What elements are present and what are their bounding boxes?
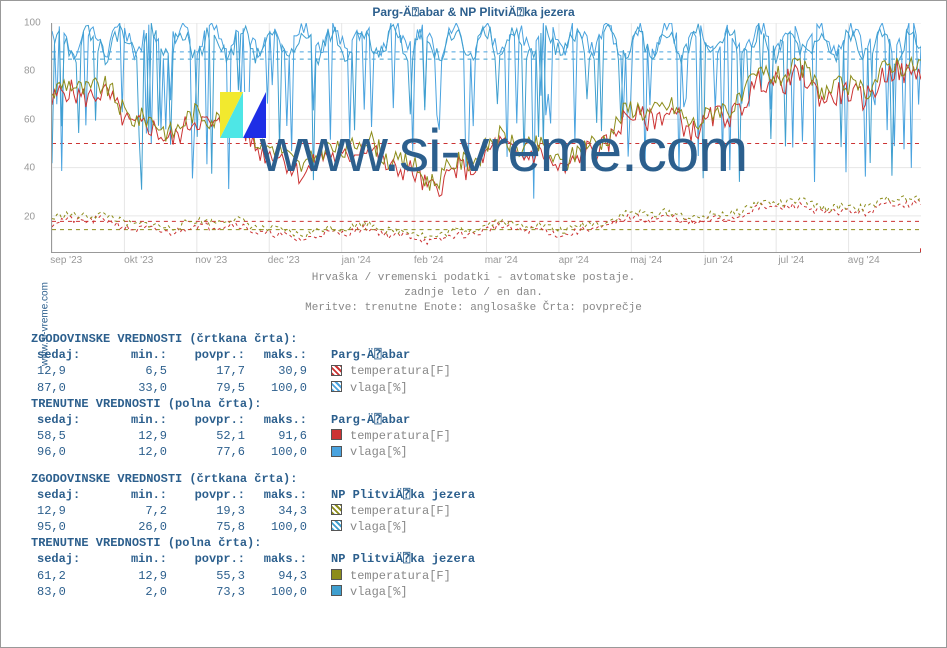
table-row: 87,033,079,5100,0vlaga[%] [31, 380, 475, 396]
x-tick: jun '24 [704, 255, 733, 266]
subtitle-line: Hrvaška / vremenski podatki - avtomatske… [1, 271, 946, 286]
block-label: TRENUTNE VREDNOSTI (polna črta): [31, 535, 475, 551]
station-name: Parg-Ä⍰abar [323, 413, 410, 427]
station-block: ZGODOVINSKE VREDNOSTI (črtkana črta): se… [31, 331, 475, 461]
measure-label: vlaga[%] [342, 585, 408, 599]
y-tick: 20 [24, 211, 35, 222]
x-tick: maj '24 [630, 255, 662, 266]
x-tick: feb '24 [414, 255, 444, 266]
block-label: TRENUTNE VREDNOSTI (polna črta): [31, 396, 475, 412]
table-row: sedaj:min.:povpr.:maks.:NP PlitviÄ⍰ka je… [31, 487, 475, 503]
block-label: ZGODOVINSKE VREDNOSTI (črtkana črta): [31, 471, 475, 487]
chart-title: Parg-Ä⍰abar & NP PlitviÄ⍰ka jezera [1, 5, 946, 20]
table-row: 61,212,955,394,3temperatura[F] [31, 568, 475, 584]
x-tick: apr '24 [559, 255, 589, 266]
table-row: sedaj:min.:povpr.:maks.:NP PlitviÄ⍰ka je… [31, 551, 475, 567]
color-swatch-icon [331, 365, 342, 376]
x-tick: nov '23 [195, 255, 227, 266]
block-label: ZGODOVINSKE VREDNOSTI (črtkana črta): [31, 331, 475, 347]
measure-label: temperatura[F] [342, 429, 451, 443]
measure-label: vlaga[%] [342, 381, 408, 395]
color-swatch-icon [331, 520, 342, 531]
table-row: sedaj:min.:povpr.:maks.:Parg-Ä⍰abar [31, 347, 475, 363]
y-tick: 60 [24, 114, 35, 125]
table-row: sedaj:min.:povpr.:maks.:Parg-Ä⍰abar [31, 412, 475, 428]
x-tick: dec '23 [268, 255, 300, 266]
measure-label: vlaga[%] [342, 520, 408, 534]
color-swatch-icon [331, 381, 342, 392]
measure-label: vlaga[%] [342, 445, 408, 459]
subtitle-line: Meritve: trenutne Enote: anglosaške Črta… [1, 301, 946, 316]
station-name: NP PlitviÄ⍰ka jezera [323, 552, 475, 566]
station-name: NP PlitviÄ⍰ka jezera [323, 488, 475, 502]
y-tick: 100 [24, 18, 41, 29]
x-tick: jan '24 [342, 255, 371, 266]
measure-label: temperatura[F] [342, 364, 451, 378]
x-tick: okt '23 [124, 255, 153, 266]
measure-label: temperatura[F] [342, 569, 451, 583]
y-tick: 80 [24, 66, 35, 77]
x-tick: jul '24 [778, 255, 804, 266]
color-swatch-icon [331, 446, 342, 457]
table-row: 12,97,219,334,3temperatura[F] [31, 503, 475, 519]
color-swatch-icon [331, 585, 342, 596]
data-tables: ZGODOVINSKE VREDNOSTI (črtkana črta): se… [31, 331, 475, 610]
measure-label: temperatura[F] [342, 504, 451, 518]
station-name: Parg-Ä⍰abar [323, 348, 410, 362]
color-swatch-icon [331, 569, 342, 580]
table-row: 83,02,073,3100,0vlaga[%] [31, 584, 475, 600]
color-swatch-icon [331, 504, 342, 515]
x-tick: avg '24 [848, 255, 880, 266]
chart-frame: www.si-vreme.com Parg-Ä⍰abar & NP Plitvi… [0, 0, 947, 648]
table-row: 58,512,952,191,6temperatura[F] [31, 428, 475, 444]
table-row: 96,012,077,6100,0vlaga[%] [31, 444, 475, 460]
table-row: 95,026,075,8100,0vlaga[%] [31, 519, 475, 535]
y-tick: 40 [24, 163, 35, 174]
station-block: ZGODOVINSKE VREDNOSTI (črtkana črta): se… [31, 471, 475, 601]
x-tick: mar '24 [485, 255, 518, 266]
subtitle: Hrvaška / vremenski podatki - avtomatske… [1, 271, 946, 316]
table-row: 12,96,517,730,9temperatura[F] [31, 363, 475, 379]
color-swatch-icon [331, 429, 342, 440]
plot-area: 20406080100 sep '23okt '23nov '23dec '23… [51, 23, 921, 253]
x-tick: sep '23 [50, 255, 82, 266]
subtitle-line: zadnje leto / en dan. [1, 286, 946, 301]
